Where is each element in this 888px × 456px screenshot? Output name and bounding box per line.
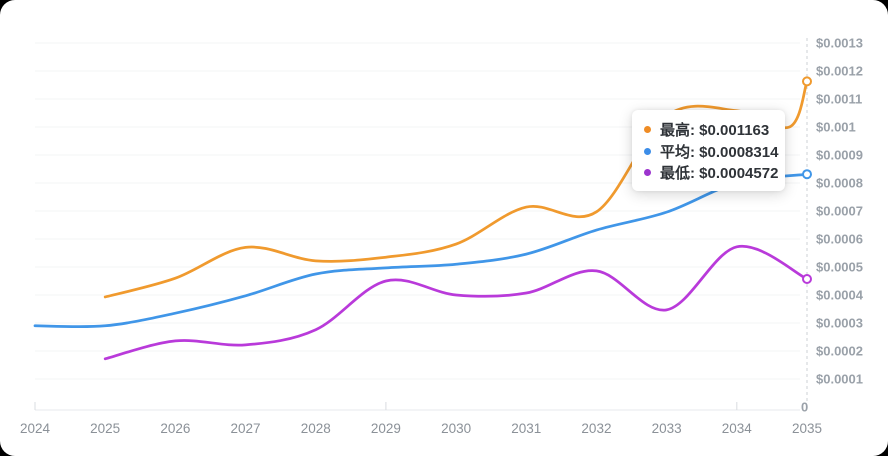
- x-axis-label: 2035: [792, 421, 822, 436]
- y-axis-label: $0.0004: [816, 288, 864, 303]
- series-endpoint-marker-high[interactable]: [802, 76, 812, 87]
- y-axis-label: 0: [801, 400, 808, 415]
- x-axis-label: 2027: [231, 421, 261, 436]
- y-axis-label: $0.0003: [816, 316, 863, 331]
- y-axis-label: $0.0005: [816, 260, 863, 275]
- series-line-average[interactable]: [33, 172, 809, 329]
- x-axis-label: 2031: [511, 421, 541, 436]
- chart-tooltip: 最高: $0.001163 平均: $0.0008314 最低: $0.0004…: [632, 110, 785, 191]
- tooltip-row-high: 最高: $0.001163: [644, 121, 773, 139]
- tooltip-average-text: 平均: $0.0008314: [660, 143, 779, 161]
- x-axis-label: 2025: [90, 421, 120, 436]
- series-line-low[interactable]: [103, 244, 809, 361]
- tooltip-low-text: 最低: $0.0004572: [660, 165, 779, 182]
- x-axis-label: 2026: [160, 421, 190, 436]
- x-axis-label: 2028: [301, 421, 331, 436]
- y-axis-label: $0.0007: [816, 204, 863, 219]
- x-axis-label: 2029: [371, 421, 401, 436]
- tooltip-row-low: 最低: $0.0004572: [644, 164, 778, 182]
- average-series-dot-icon: [644, 147, 651, 155]
- y-axis-label: $0.0006: [816, 232, 863, 247]
- y-axis-label: $0.0008: [816, 176, 863, 191]
- x-axis-label: 2024: [20, 421, 51, 436]
- x-axis-label: 2034: [722, 421, 753, 436]
- x-axis-label: 2032: [581, 421, 611, 436]
- y-axis-label: $0.001: [816, 120, 856, 135]
- low-series-dot-icon: [644, 169, 651, 176]
- high-series-dot-icon: [644, 126, 651, 133]
- y-axis-label: $0.0013: [816, 36, 863, 51]
- y-axis-label: $0.0009: [816, 148, 863, 163]
- tooltip-row-average: 平均: $0.0008314: [644, 143, 778, 161]
- y-axis-label: $0.0002: [816, 344, 863, 359]
- tooltip-high-text: 最高: $0.001163: [660, 122, 770, 139]
- y-axis-label: $0.0001: [816, 372, 863, 387]
- x-axis-label: 2033: [652, 421, 682, 436]
- series-endpoint-marker-average[interactable]: [802, 169, 812, 180]
- y-axis-label: $0.0011: [816, 92, 862, 107]
- series-endpoint-marker-low[interactable]: [802, 273, 812, 284]
- y-axis-label: $0.0012: [816, 64, 863, 79]
- x-axis-label: 2030: [441, 421, 471, 436]
